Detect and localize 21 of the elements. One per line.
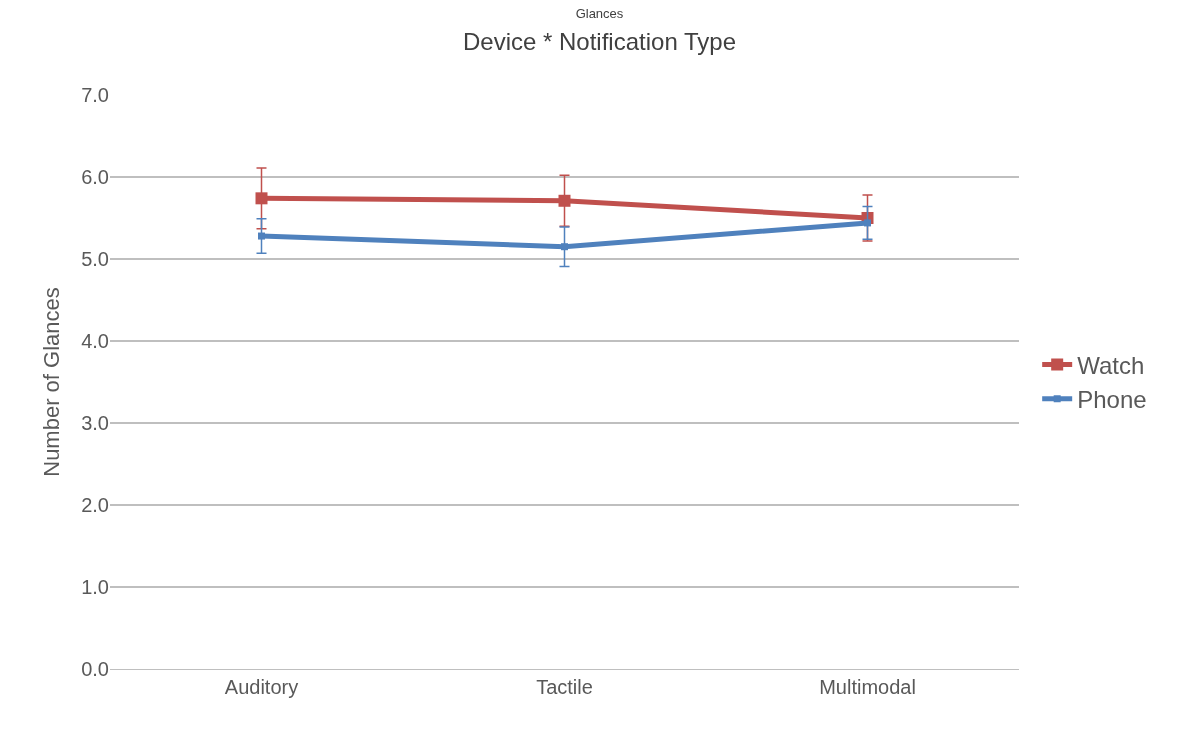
y-tick-label: 5.0 [81,248,109,270]
y-tick-label: 6.0 [81,166,109,188]
x-tick-label: Multimodal [819,676,916,698]
y-tick-label: 0.0 [81,658,109,680]
chart-subtitle: Device * Notification Type [462,27,737,55]
y-tick-label: 2.0 [81,494,109,516]
y-tick-label: 7.0 [81,84,109,106]
legend-label: Watch [1077,351,1145,379]
x-tick-label: Tactile [536,676,593,698]
point [255,192,268,205]
point [864,219,871,227]
y-tick-label: 1.0 [81,576,109,598]
y-axis-title: Number of Glances [38,287,64,477]
point [558,194,571,207]
chart-title: Glances [575,6,624,22]
point [258,232,265,240]
y-tick-label: 4.0 [81,330,109,352]
x-tick-label: Auditory [224,676,299,698]
y-tick-label: 3.0 [81,412,109,434]
legend-label: Phone [1077,386,1147,414]
point [561,243,568,251]
